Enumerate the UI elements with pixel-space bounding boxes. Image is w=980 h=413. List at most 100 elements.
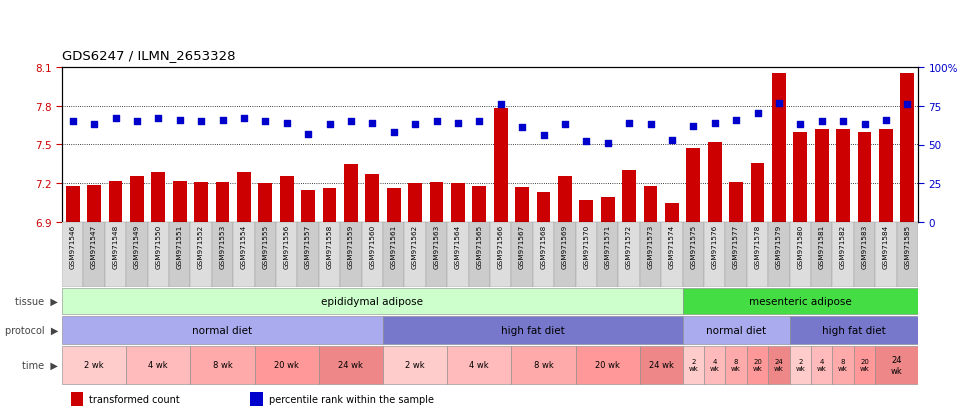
Text: GSM971556: GSM971556 [283,224,290,268]
Bar [71,392,83,406]
Bar [708,142,721,223]
Bar [62,316,383,344]
Bar [704,223,725,287]
Bar [237,172,251,223]
Bar [169,223,190,287]
Text: GSM971575: GSM971575 [690,224,697,268]
Bar [772,74,786,223]
Bar [148,223,169,287]
Bar [832,347,854,384]
Point [386,129,402,136]
Text: 24
wk: 24 wk [774,358,784,372]
Bar [747,223,768,287]
Text: GSM971563: GSM971563 [433,224,439,268]
Text: high fat diet: high fat diet [501,325,564,335]
Point [793,122,808,128]
Bar [662,223,683,287]
Bar [383,316,683,344]
Bar [512,347,575,384]
Point [835,119,851,125]
Text: 4
wk: 4 wk [816,358,827,372]
Bar [383,223,405,287]
Point [258,119,273,125]
Bar [858,132,871,223]
Text: GSM971578: GSM971578 [755,224,760,268]
Point [643,122,659,128]
Bar [66,186,79,223]
Bar [683,223,704,287]
Point [215,117,230,124]
Text: 20 wk: 20 wk [274,361,299,370]
Text: epididymal adipose: epididymal adipose [321,296,423,306]
Text: GDS6247 / ILMN_2653328: GDS6247 / ILMN_2653328 [62,49,235,62]
Bar [897,223,918,287]
Point [514,125,530,131]
Bar [387,189,401,223]
Point [557,122,572,128]
Bar [408,184,422,223]
Point [365,120,380,127]
Text: normal diet: normal diet [192,325,253,335]
Point [408,122,423,128]
Bar [318,223,340,287]
Bar [255,347,318,384]
Bar [301,190,315,223]
Point [471,119,487,125]
Text: GSM971553: GSM971553 [220,224,225,268]
Bar [62,288,683,314]
Point [428,119,444,125]
Bar [494,109,508,223]
Text: GSM971567: GSM971567 [519,224,525,268]
Bar [686,149,701,223]
Bar [790,316,918,344]
Text: GSM971561: GSM971561 [391,224,397,268]
Text: 20 wk: 20 wk [595,361,620,370]
Text: GSM971573: GSM971573 [648,224,654,268]
Text: percentile rank within the sample: percentile rank within the sample [270,394,434,404]
Bar [362,223,383,287]
Bar [644,186,658,223]
Bar [729,183,743,223]
Point [900,102,915,108]
Bar [216,183,229,223]
Text: 2 wk: 2 wk [406,361,425,370]
Bar [512,223,533,287]
Text: 8 wk: 8 wk [213,361,232,370]
Bar [297,223,318,287]
Point [621,120,637,127]
Bar [233,223,255,287]
Text: GSM971558: GSM971558 [326,224,332,268]
Bar [901,74,914,223]
Bar [276,223,297,287]
Bar [875,223,897,287]
Bar [190,347,255,384]
Point [878,117,894,124]
Bar [618,223,640,287]
Text: time  ▶: time ▶ [23,360,58,370]
Bar [747,347,768,384]
Text: 2
wk: 2 wk [796,358,806,372]
Bar [704,347,725,384]
Text: GSM971557: GSM971557 [305,224,311,268]
Point [536,133,552,139]
Text: GSM971585: GSM971585 [905,224,910,268]
Bar [811,347,832,384]
Bar [468,223,490,287]
Text: GSM971564: GSM971564 [455,224,461,268]
Text: GSM971577: GSM971577 [733,224,739,268]
Point [343,119,359,125]
Text: 20
wk: 20 wk [859,358,869,372]
Bar [447,347,512,384]
Bar [340,223,362,287]
Text: 4
wk: 4 wk [710,358,719,372]
Text: GSM971580: GSM971580 [798,224,804,268]
Bar [555,223,575,287]
Text: GSM971559: GSM971559 [348,224,354,268]
Point [664,137,680,144]
Text: GSM971568: GSM971568 [541,224,547,268]
Bar [126,347,190,384]
Text: GSM971551: GSM971551 [176,224,182,268]
Bar [790,223,811,287]
Bar [255,223,276,287]
Text: 24 wk: 24 wk [649,361,673,370]
